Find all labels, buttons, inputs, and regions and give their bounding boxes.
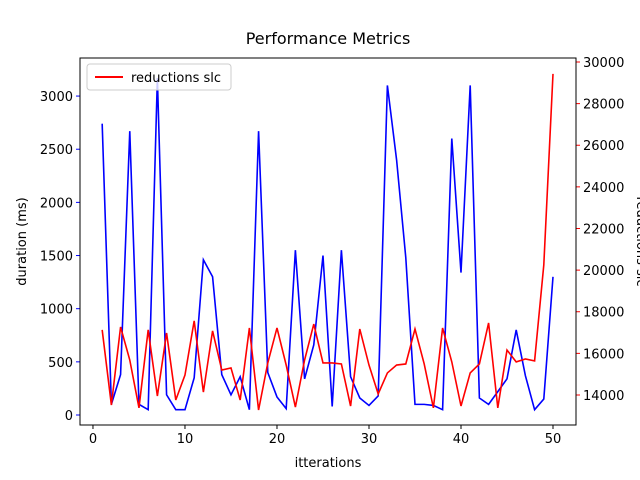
legend-label: reductions slc <box>131 71 221 86</box>
y2-axis-label: reductions slc <box>633 196 640 286</box>
plot-frame <box>79 57 577 426</box>
x-tick-label: 0 <box>89 432 97 447</box>
x-tick-label: 20 <box>269 432 286 447</box>
chart-title: Performance Metrics <box>246 29 411 48</box>
y-axis-label: duration (ms) <box>15 197 30 285</box>
y2-tick-label: 26000 <box>583 139 624 154</box>
y-tick-label: 2500 <box>40 143 73 158</box>
y-tick-label: 1000 <box>40 303 73 318</box>
x-tick-label: 40 <box>453 432 470 447</box>
y-tick-label: 0 <box>65 409 73 424</box>
y2-tick-label: 18000 <box>583 306 624 321</box>
y-tick-label: 2000 <box>40 196 73 211</box>
y2-tick-label: 20000 <box>583 264 624 279</box>
series-line <box>101 73 554 411</box>
y2-tick-label: 22000 <box>583 222 624 237</box>
y2-tick-label: 16000 <box>583 347 624 362</box>
x-tick-label: 50 <box>545 432 562 447</box>
y2-tick-label: 14000 <box>583 389 624 404</box>
series-line <box>101 77 554 412</box>
y-tick-label: 500 <box>48 356 73 371</box>
x-tick-label: 30 <box>361 432 378 447</box>
y2-tick-label: 28000 <box>583 98 624 113</box>
y-tick-label: 1500 <box>40 250 73 265</box>
y-tick-label: 3000 <box>40 90 73 105</box>
x-axis-label: itterations <box>295 456 362 471</box>
x-tick-label: 10 <box>177 432 194 447</box>
legend-box <box>86 63 232 91</box>
y2-tick-label: 24000 <box>583 181 624 196</box>
y2-tick-label: 30000 <box>583 56 624 71</box>
